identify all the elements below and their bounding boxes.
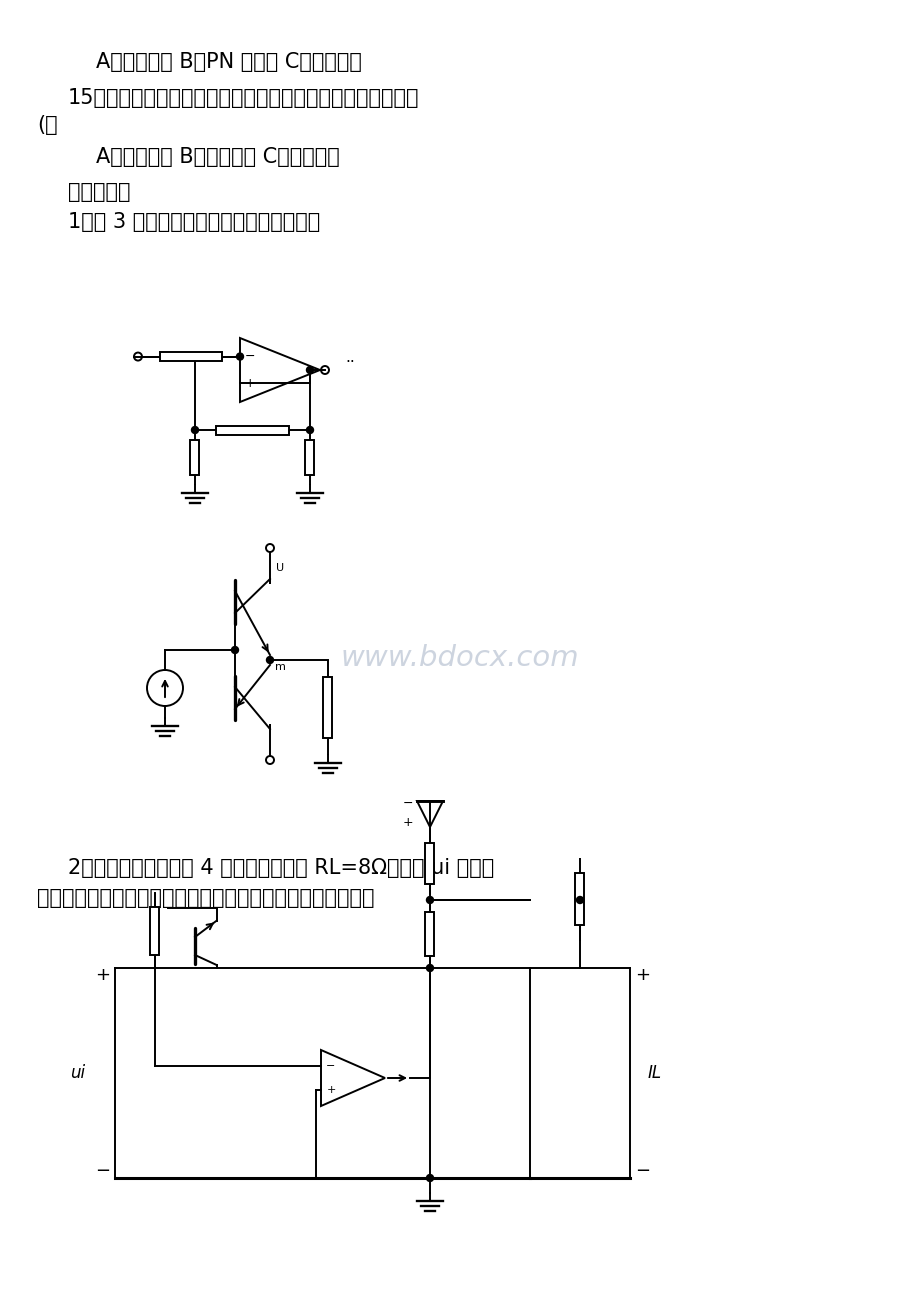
Circle shape: [576, 897, 583, 904]
Bar: [575, 872, 584, 926]
Bar: [190, 440, 199, 475]
Text: 波。则理想条件下最大输出功率为（），此时的效率为（）。: 波。则理想条件下最大输出功率为（），此时的效率为（）。: [37, 888, 374, 907]
Bar: [160, 352, 222, 361]
Text: (）: (）: [37, 115, 58, 135]
Text: −: −: [326, 1061, 335, 1072]
Text: +: +: [244, 378, 255, 389]
Bar: [425, 913, 434, 956]
Circle shape: [236, 353, 244, 361]
Bar: [425, 844, 434, 884]
Text: 15．功率放大器的输出波形在信号过零点附近产生的失真为答: 15．功率放大器的输出波形在信号过零点附近产生的失真为答: [68, 89, 419, 108]
Text: www.bdocx.com: www.bdocx.com: [340, 644, 579, 672]
Circle shape: [426, 897, 433, 904]
Circle shape: [426, 965, 433, 971]
Circle shape: [306, 366, 313, 374]
Text: U: U: [276, 562, 284, 573]
Text: +: +: [95, 966, 110, 984]
Text: +: +: [326, 1085, 335, 1095]
Bar: [323, 677, 332, 738]
Text: 2．功率放大电路如图 4 所示，输出电阵 RL=8Ω，输入 ui 为正弦: 2．功率放大电路如图 4 所示，输出电阵 RL=8Ω，输入 ui 为正弦: [68, 858, 494, 878]
Bar: [305, 440, 314, 475]
Text: +: +: [634, 966, 650, 984]
Text: A、截止失真 B、馁和失真 C、交越失真: A、截止失真 B、馁和失真 C、交越失真: [96, 147, 339, 167]
Text: −: −: [403, 797, 413, 810]
Text: +: +: [402, 815, 413, 828]
Text: −: −: [634, 1161, 650, 1180]
Circle shape: [426, 1174, 433, 1181]
Circle shape: [232, 647, 238, 654]
Text: 二、填空题: 二、填空题: [68, 182, 130, 202]
Text: A、耦合电容 B、PN 结电容 C、寄生电容: A、耦合电容 B、PN 结电容 C、寄生电容: [96, 52, 361, 72]
Circle shape: [306, 427, 313, 434]
Text: IL: IL: [647, 1064, 662, 1082]
Bar: [215, 426, 289, 435]
Text: 1．图 3 所示反馈电路的反馈是属于（）。: 1．图 3 所示反馈电路的反馈是属于（）。: [68, 212, 320, 232]
Text: ui: ui: [70, 1064, 85, 1082]
Circle shape: [191, 427, 199, 434]
Bar: [151, 906, 159, 954]
Text: ..: ..: [345, 350, 355, 365]
Text: −: −: [244, 350, 255, 363]
Text: m: m: [275, 661, 286, 672]
Circle shape: [267, 656, 273, 664]
Text: −: −: [95, 1161, 110, 1180]
